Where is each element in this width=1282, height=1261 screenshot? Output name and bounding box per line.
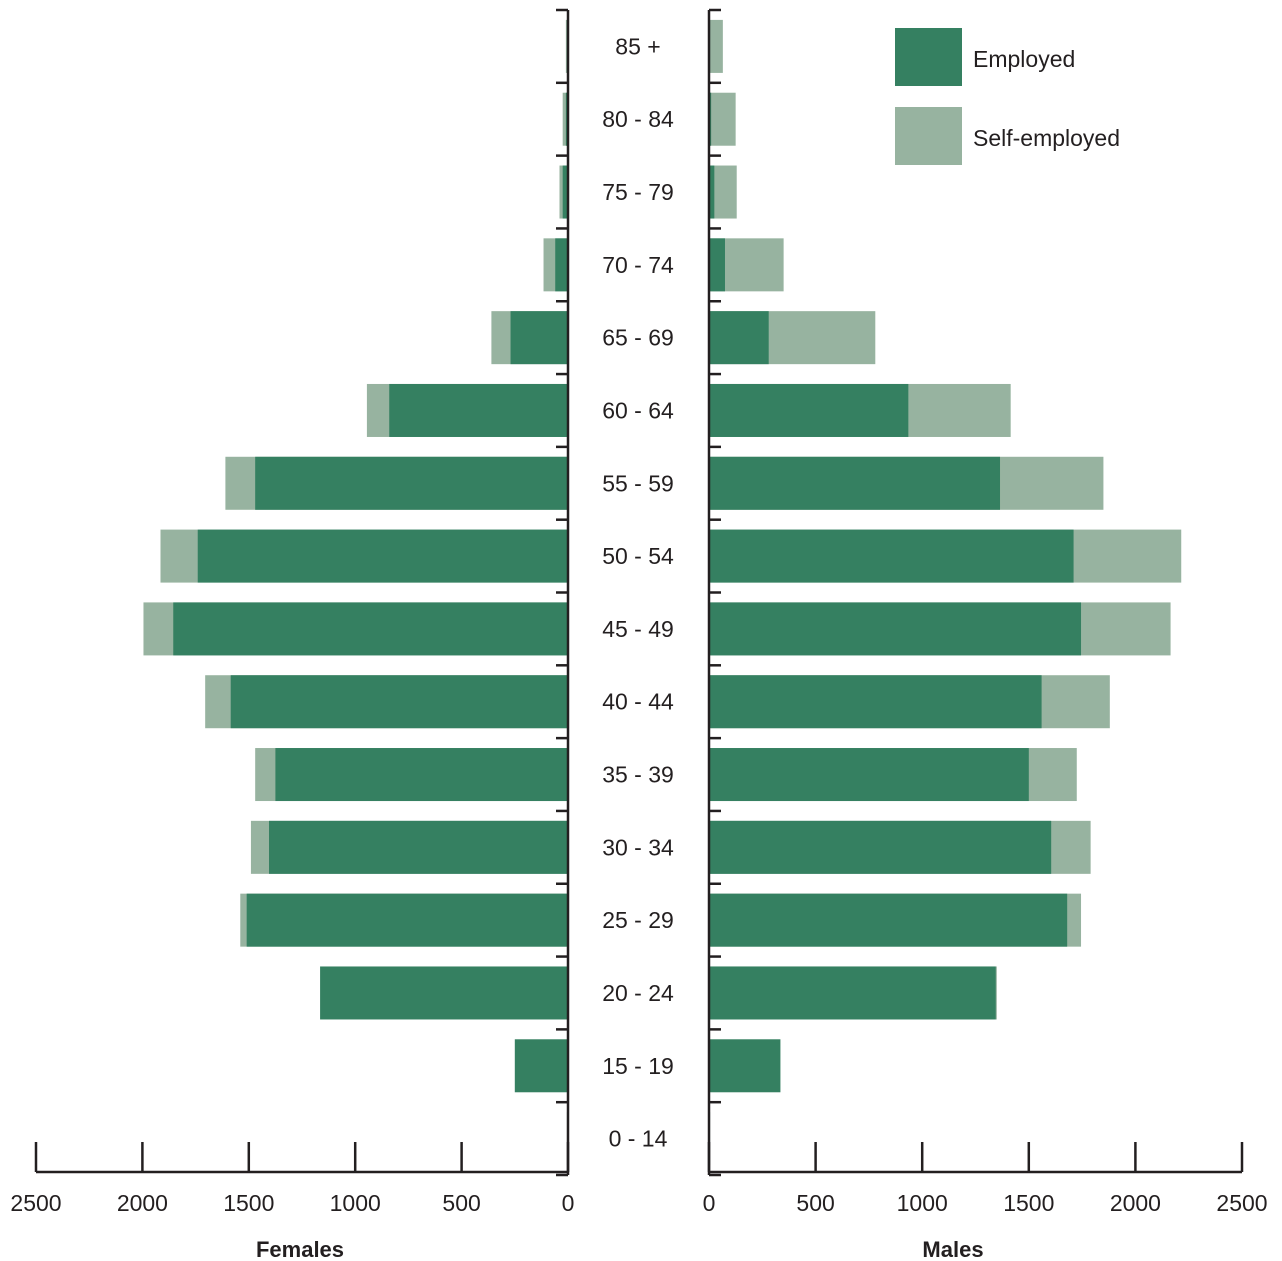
bar-male-employed-70-74 bbox=[709, 238, 725, 292]
bar-male-self-employed-80-84 bbox=[709, 92, 736, 146]
bar-female-employed-25-29 bbox=[246, 893, 568, 947]
legend-swatch-employed bbox=[895, 28, 962, 86]
male-tick-label: 0 bbox=[703, 1190, 716, 1216]
bar-female-employed-75-79 bbox=[562, 165, 568, 219]
category-label-40-44: 40 - 44 bbox=[602, 689, 674, 715]
male-tick-label: 2000 bbox=[1110, 1190, 1161, 1216]
bar-female-employed-15-19 bbox=[514, 1039, 568, 1093]
category-label-50-54: 50 - 54 bbox=[602, 543, 674, 569]
female-tick-label: 1000 bbox=[330, 1190, 381, 1216]
bar-male-self-employed-85-plus bbox=[709, 19, 723, 73]
x-axis-title-males: Males bbox=[922, 1237, 983, 1261]
bar-male-employed-25-29 bbox=[709, 893, 1068, 947]
bar-male-employed-30-34 bbox=[709, 820, 1052, 874]
bar-male-employed-45-49 bbox=[709, 602, 1082, 656]
female-tick-label: 0 bbox=[562, 1190, 575, 1216]
bar-female-employed-65-69 bbox=[510, 311, 568, 365]
bar-male-employed-75-79 bbox=[709, 165, 715, 219]
female-tick-label: 1500 bbox=[223, 1190, 274, 1216]
male-tick-label: 1500 bbox=[1003, 1190, 1054, 1216]
legend-label-self-employed: Self-employed bbox=[973, 125, 1120, 151]
bar-male-employed-55-59 bbox=[709, 456, 1001, 510]
bar-male-employed-65-69 bbox=[709, 311, 769, 365]
x-axis-title-females: Females bbox=[256, 1237, 344, 1261]
bar-female-employed-55-59 bbox=[255, 456, 568, 510]
bar-female-employed-45-49 bbox=[173, 602, 569, 656]
bar-female-employed-30-34 bbox=[269, 820, 568, 874]
category-label-65-69: 65 - 69 bbox=[602, 325, 674, 351]
category-label-0-14: 0 - 14 bbox=[609, 1126, 668, 1152]
female-bars bbox=[143, 19, 569, 1166]
bar-female-employed-35-39 bbox=[275, 748, 568, 802]
bar-female-employed-20-24 bbox=[320, 966, 568, 1020]
bar-male-employed-35-39 bbox=[709, 748, 1029, 802]
category-label-30-34: 30 - 34 bbox=[602, 834, 674, 860]
category-label-20-24: 20 - 24 bbox=[602, 980, 674, 1006]
male-bars bbox=[709, 19, 1182, 1166]
category-label-70-74: 70 - 74 bbox=[602, 252, 674, 278]
bar-male-employed-40-44 bbox=[709, 675, 1042, 729]
bar-male-employed-50-54 bbox=[709, 529, 1074, 583]
bar-male-employed-20-24 bbox=[709, 966, 996, 1020]
bar-female-employed-70-74 bbox=[555, 238, 568, 292]
legend-label-employed: Employed bbox=[973, 46, 1075, 72]
category-label-60-64: 60 - 64 bbox=[602, 397, 674, 423]
category-label-45-49: 45 - 49 bbox=[602, 616, 674, 642]
legend: Employed Self-employed bbox=[895, 28, 1120, 165]
bar-male-employed-15-19 bbox=[709, 1039, 781, 1093]
male-tick-label: 2500 bbox=[1216, 1190, 1267, 1216]
category-label-55-59: 55 - 59 bbox=[602, 470, 674, 496]
category-label-35-39: 35 - 39 bbox=[602, 762, 674, 788]
axes: 2500 2000 1500 1000 500 0 0 500 1000 1500 2000 2500 bbox=[10, 8, 1268, 1216]
male-tick-label: 1000 bbox=[897, 1190, 948, 1216]
bar-female-employed-50-54 bbox=[197, 529, 568, 583]
bar-male-employed-60-64 bbox=[709, 383, 909, 437]
male-tick-label: 500 bbox=[796, 1190, 834, 1216]
category-label-15-19: 15 - 19 bbox=[602, 1053, 674, 1079]
category-labels: 0 - 14 15 - 19 20 - 24 25 - 29 30 - 34 35 - 3… bbox=[602, 33, 674, 1151]
bar-female-self-employed-80-84 bbox=[562, 92, 568, 146]
female-tick-label: 2500 bbox=[10, 1190, 61, 1216]
bar-female-employed-40-44 bbox=[230, 675, 568, 729]
category-label-75-79: 75 - 79 bbox=[602, 179, 674, 205]
category-label-25-29: 25 - 29 bbox=[602, 907, 674, 933]
category-label-80-84: 80 - 84 bbox=[602, 106, 674, 132]
category-label-85-plus: 85 + bbox=[615, 33, 660, 59]
legend-swatch-self-employed bbox=[895, 107, 962, 165]
female-tick-label: 500 bbox=[442, 1190, 480, 1216]
female-tick-label: 2000 bbox=[117, 1190, 168, 1216]
bar-female-employed-60-64 bbox=[389, 383, 568, 437]
